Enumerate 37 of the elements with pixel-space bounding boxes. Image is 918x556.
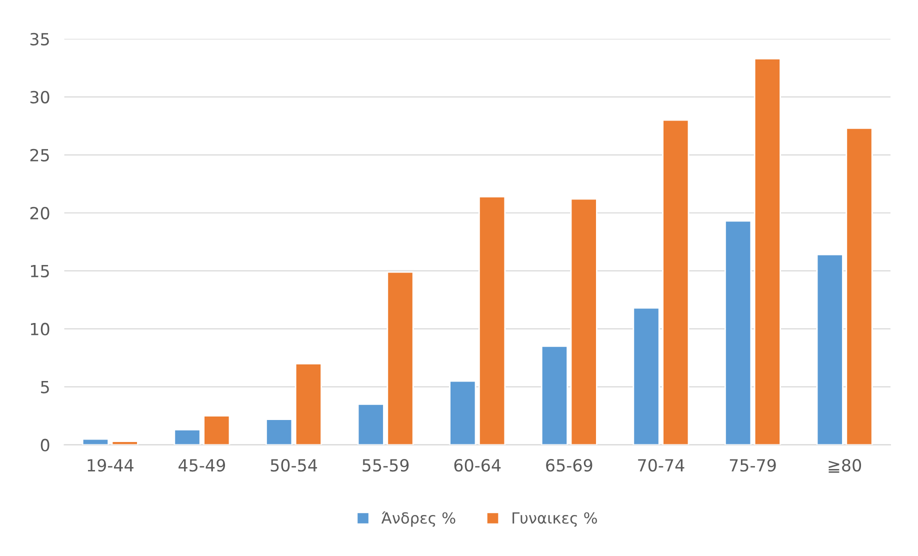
x-tick-label: 75-79 [730, 458, 776, 472]
bar [357, 404, 384, 445]
bar [82, 438, 110, 445]
y-tick-label: 5 [41, 381, 49, 394]
x-tick-label: 60-64 [454, 458, 501, 472]
x-tick-label: ≧80 [828, 458, 862, 473]
bar [816, 254, 844, 445]
bar [294, 362, 322, 445]
bar [662, 119, 690, 445]
bar [846, 128, 873, 445]
x-tick-label: 50-54 [270, 458, 318, 472]
y-tick-label: 0 [40, 438, 50, 452]
bar [203, 415, 230, 445]
y-tick-label: 35 [30, 32, 49, 46]
y-tick-label: 25 [30, 148, 49, 162]
bar [478, 196, 506, 445]
bar [111, 440, 138, 445]
bar [754, 58, 781, 445]
legend-label: Γυναικες % [512, 512, 597, 527]
bar [724, 220, 752, 445]
y-tick-label: 10 [30, 322, 50, 336]
x-tick-label: 70-74 [638, 458, 684, 472]
x-tick-label: 19-44 [88, 458, 134, 472]
bar [266, 418, 293, 445]
y-tick-label: 20 [30, 206, 50, 220]
bar [174, 429, 201, 445]
bar [632, 307, 660, 445]
bar [386, 271, 414, 445]
bar [570, 198, 598, 445]
y-tick-label: 15 [30, 265, 49, 278]
y-tick-label: 30 [30, 90, 50, 104]
x-tick-label: 65-69 [546, 458, 592, 472]
legend-label: Άνδρες % [381, 511, 456, 527]
x-tick-label: 45-49 [178, 458, 226, 472]
x-tick-label: 55-59 [362, 458, 409, 472]
bar [449, 380, 476, 445]
bar [540, 346, 568, 445]
